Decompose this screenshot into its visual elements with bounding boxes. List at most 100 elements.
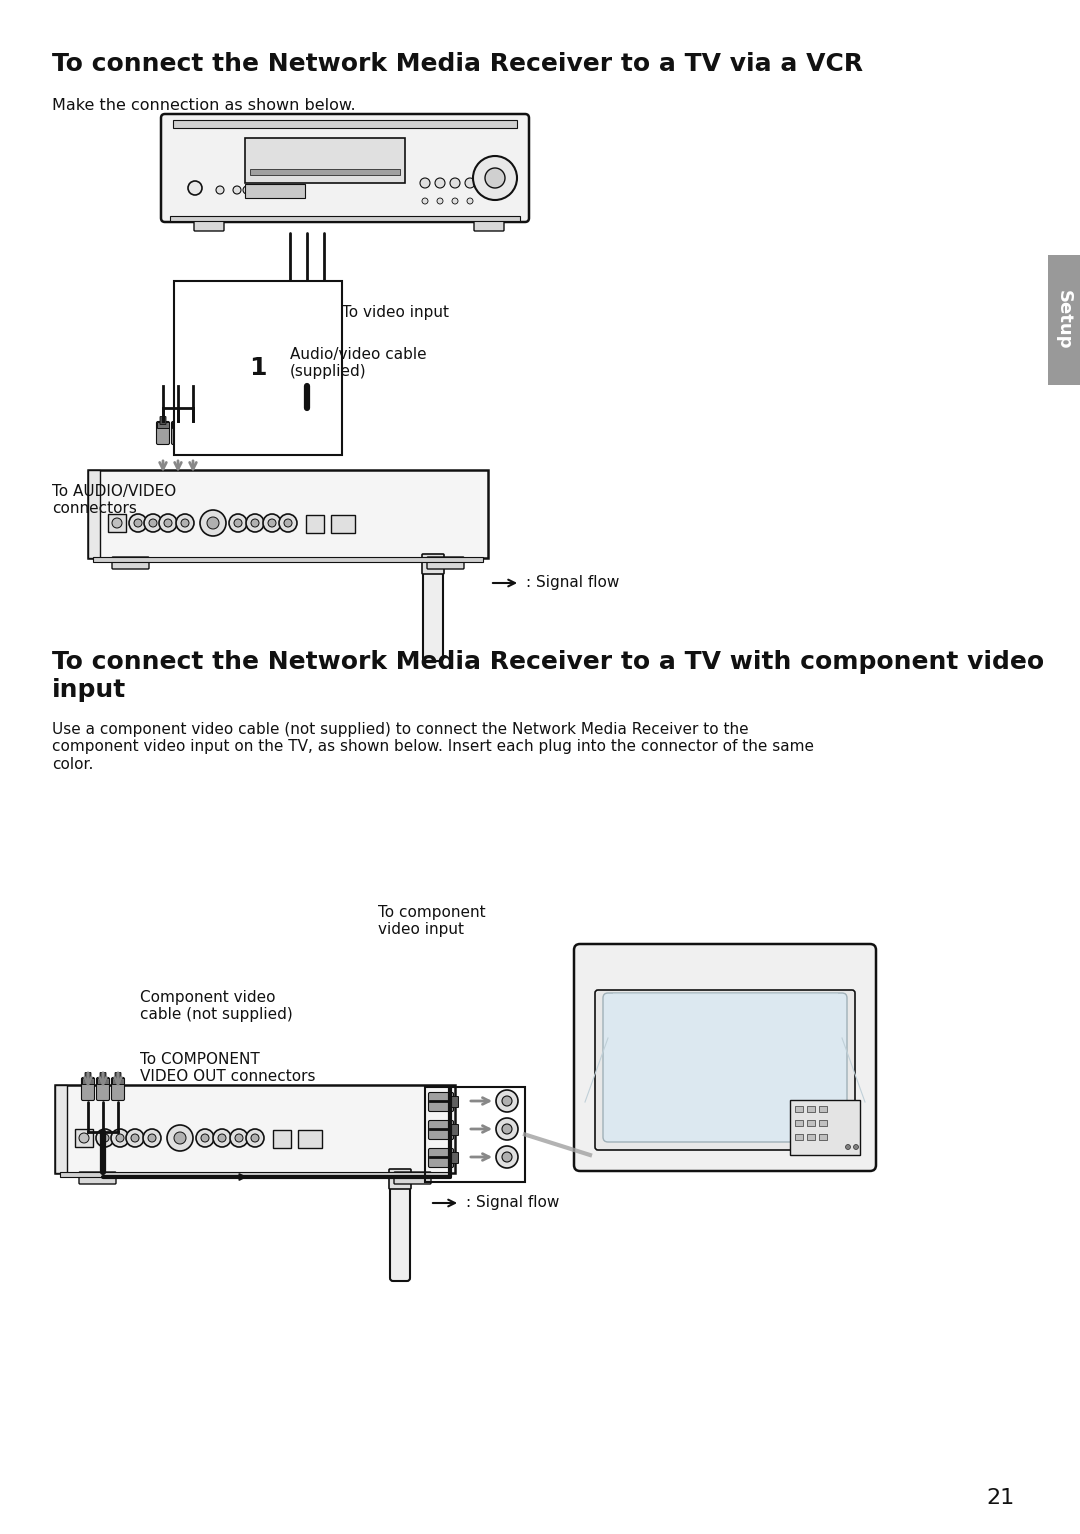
Bar bbox=[819, 1134, 827, 1140]
FancyBboxPatch shape bbox=[79, 1172, 116, 1184]
FancyBboxPatch shape bbox=[303, 296, 310, 305]
Text: 21: 21 bbox=[986, 1488, 1014, 1508]
FancyBboxPatch shape bbox=[390, 1170, 410, 1281]
FancyBboxPatch shape bbox=[451, 1124, 459, 1135]
Circle shape bbox=[149, 518, 157, 528]
Bar bbox=[284, 302, 296, 308]
FancyBboxPatch shape bbox=[474, 219, 504, 232]
Circle shape bbox=[181, 518, 189, 528]
FancyBboxPatch shape bbox=[573, 943, 876, 1170]
FancyBboxPatch shape bbox=[157, 422, 170, 445]
Circle shape bbox=[116, 1134, 124, 1141]
Circle shape bbox=[102, 1134, 109, 1141]
Bar bbox=[301, 302, 313, 308]
FancyBboxPatch shape bbox=[422, 554, 444, 574]
Circle shape bbox=[195, 1129, 214, 1147]
Circle shape bbox=[143, 1129, 161, 1147]
Circle shape bbox=[422, 198, 428, 204]
Circle shape bbox=[111, 1129, 129, 1147]
FancyBboxPatch shape bbox=[96, 1077, 109, 1100]
Bar bbox=[55, 1085, 67, 1174]
Text: Component video
cable (not supplied): Component video cable (not supplied) bbox=[140, 989, 293, 1022]
FancyBboxPatch shape bbox=[111, 1077, 124, 1100]
FancyBboxPatch shape bbox=[318, 302, 330, 325]
Text: : Signal flow: : Signal flow bbox=[465, 1195, 559, 1210]
Circle shape bbox=[207, 517, 219, 529]
Circle shape bbox=[134, 518, 141, 528]
Bar bbox=[172, 422, 184, 428]
Circle shape bbox=[268, 518, 276, 528]
Bar bbox=[157, 422, 168, 428]
FancyBboxPatch shape bbox=[112, 557, 149, 569]
FancyBboxPatch shape bbox=[172, 422, 185, 445]
Bar bbox=[273, 1131, 291, 1147]
Text: Make the connection as shown below.: Make the connection as shown below. bbox=[52, 98, 355, 114]
Circle shape bbox=[496, 1091, 518, 1112]
FancyBboxPatch shape bbox=[161, 114, 529, 222]
Bar bbox=[75, 1129, 93, 1147]
Bar bbox=[807, 1134, 815, 1140]
Circle shape bbox=[246, 514, 264, 532]
Circle shape bbox=[164, 518, 172, 528]
Circle shape bbox=[279, 514, 297, 532]
Text: To COMPONENT
VIDEO OUT connectors: To COMPONENT VIDEO OUT connectors bbox=[140, 1052, 315, 1085]
Circle shape bbox=[96, 1129, 114, 1147]
Circle shape bbox=[496, 1118, 518, 1140]
Circle shape bbox=[218, 1134, 226, 1141]
Bar bbox=[173, 120, 517, 127]
FancyBboxPatch shape bbox=[187, 422, 200, 445]
Circle shape bbox=[176, 514, 194, 532]
Bar bbox=[318, 302, 330, 308]
FancyBboxPatch shape bbox=[85, 1072, 91, 1080]
FancyBboxPatch shape bbox=[190, 417, 195, 425]
FancyBboxPatch shape bbox=[194, 219, 224, 232]
FancyBboxPatch shape bbox=[389, 1169, 411, 1189]
Circle shape bbox=[243, 186, 251, 193]
FancyBboxPatch shape bbox=[321, 296, 327, 305]
Circle shape bbox=[167, 1124, 193, 1150]
Text: To connect the Network Media Receiver to a TV with component video
input: To connect the Network Media Receiver to… bbox=[52, 650, 1044, 701]
Circle shape bbox=[159, 514, 177, 532]
Circle shape bbox=[465, 178, 475, 189]
FancyBboxPatch shape bbox=[429, 1092, 454, 1112]
Bar bbox=[426, 1088, 525, 1183]
FancyBboxPatch shape bbox=[429, 1149, 454, 1167]
Bar bbox=[306, 515, 324, 532]
Text: 1: 1 bbox=[249, 356, 267, 380]
Circle shape bbox=[235, 1134, 243, 1141]
FancyBboxPatch shape bbox=[175, 417, 181, 425]
Bar bbox=[55, 1085, 455, 1174]
Circle shape bbox=[126, 1129, 144, 1147]
Circle shape bbox=[453, 198, 458, 204]
Text: Audio/video cable
(supplied): Audio/video cable (supplied) bbox=[291, 347, 427, 379]
Circle shape bbox=[131, 1134, 139, 1141]
FancyBboxPatch shape bbox=[423, 555, 443, 661]
Bar bbox=[245, 184, 305, 198]
FancyBboxPatch shape bbox=[451, 1097, 459, 1108]
Circle shape bbox=[79, 1134, 89, 1143]
FancyBboxPatch shape bbox=[451, 1152, 459, 1163]
Circle shape bbox=[230, 1129, 248, 1147]
FancyBboxPatch shape bbox=[427, 557, 464, 569]
Bar bbox=[87, 469, 100, 558]
Circle shape bbox=[229, 514, 247, 532]
FancyBboxPatch shape bbox=[114, 1072, 121, 1080]
Circle shape bbox=[213, 1129, 231, 1147]
Bar bbox=[819, 1120, 827, 1126]
Circle shape bbox=[251, 1134, 259, 1141]
Bar bbox=[789, 1100, 860, 1155]
Circle shape bbox=[246, 1129, 264, 1147]
Circle shape bbox=[502, 1152, 512, 1161]
FancyBboxPatch shape bbox=[283, 302, 297, 325]
Bar bbox=[82, 1078, 94, 1085]
FancyBboxPatch shape bbox=[300, 302, 313, 325]
FancyBboxPatch shape bbox=[81, 1077, 95, 1100]
Bar bbox=[249, 169, 400, 175]
Circle shape bbox=[144, 514, 162, 532]
Bar bbox=[170, 216, 519, 221]
Text: To connect the Network Media Receiver to a TV via a VCR: To connect the Network Media Receiver to… bbox=[52, 52, 863, 77]
Text: To AUDIO/VIDEO
connectors: To AUDIO/VIDEO connectors bbox=[52, 483, 176, 517]
FancyBboxPatch shape bbox=[603, 992, 847, 1141]
Circle shape bbox=[200, 509, 226, 535]
Circle shape bbox=[129, 514, 147, 532]
